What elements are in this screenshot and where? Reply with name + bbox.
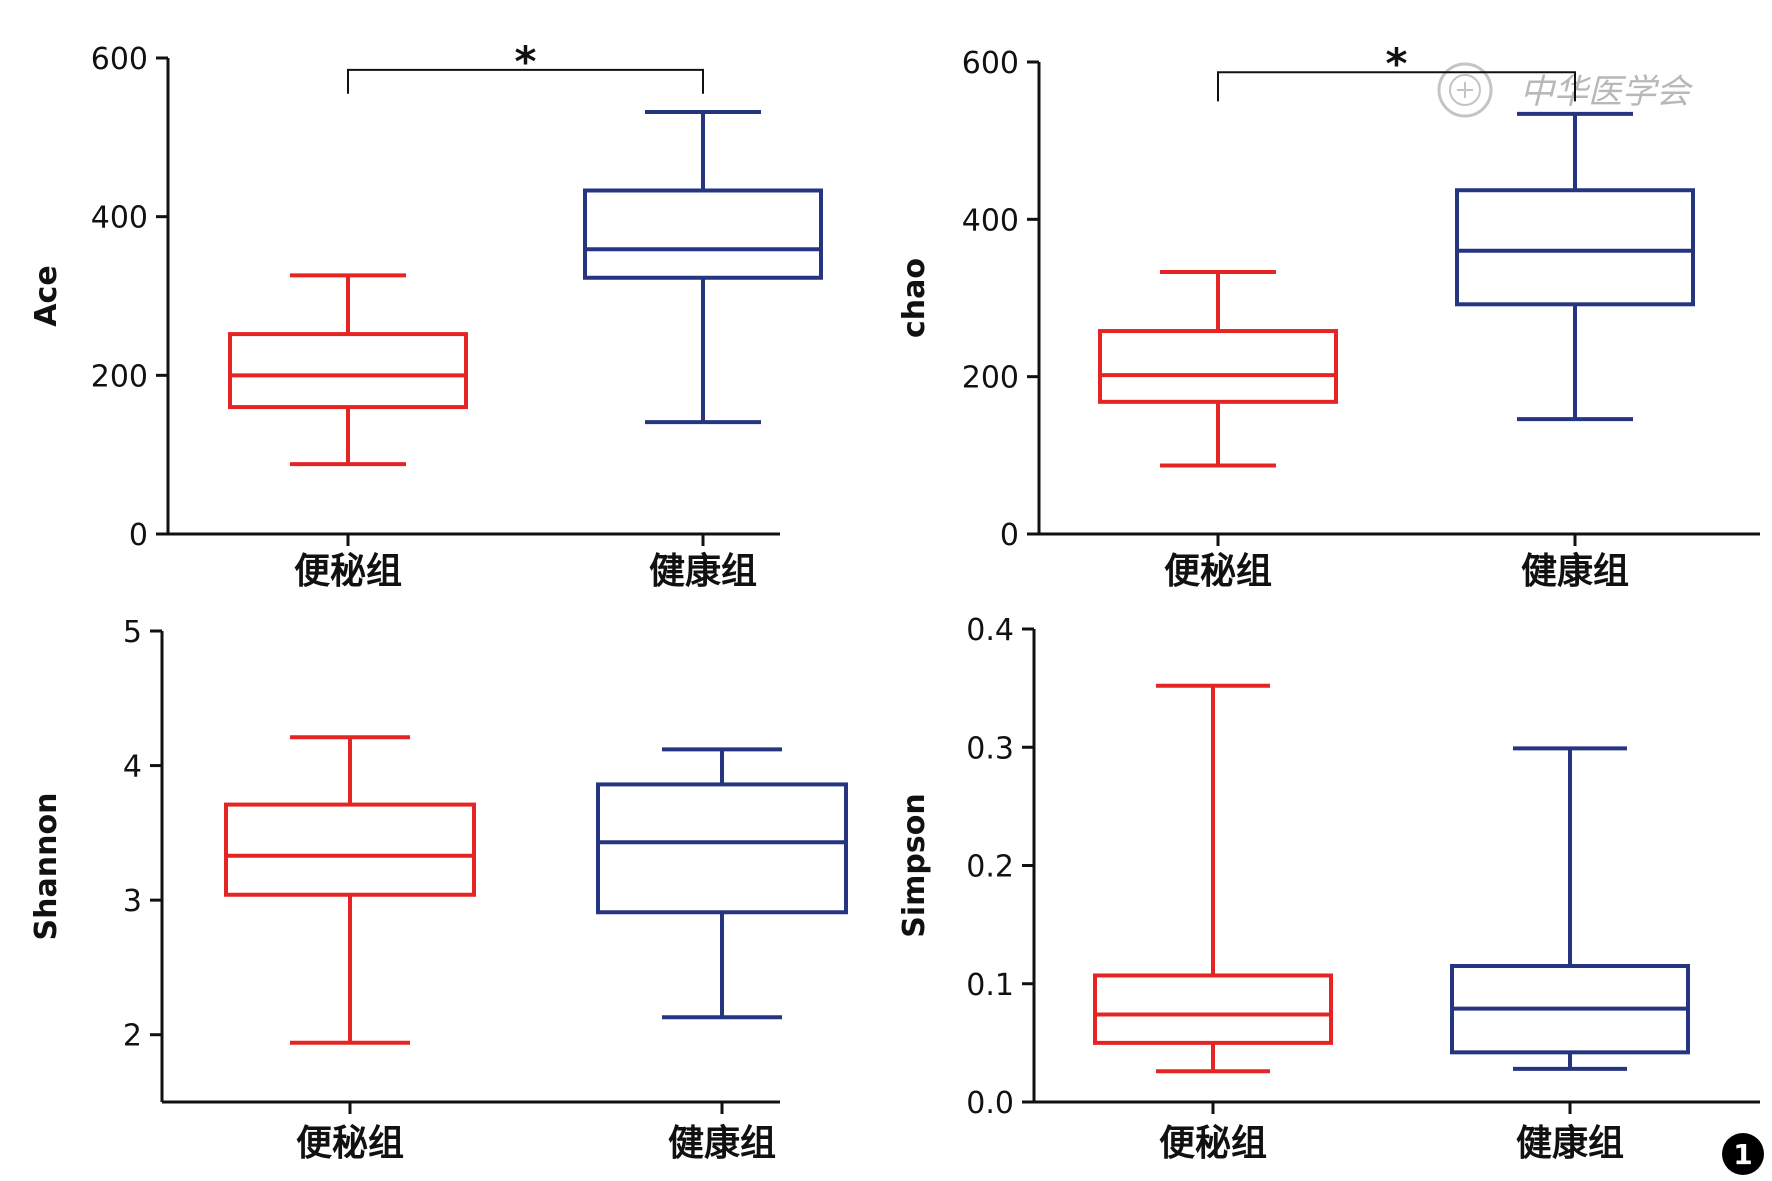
significance-label: * [515,37,537,86]
x-category-label: 健康组 [1516,1122,1624,1164]
y-tick-label: 400 [962,203,1019,238]
x-category-label: 健康组 [1521,550,1629,592]
box-healthy [583,109,823,425]
ace-boxplot-panel: 0 200 400 600 Ace 便秘组 健康组 * [29,37,823,592]
x-category-label: 便秘组 [1164,551,1272,592]
box-healthy [1450,746,1690,1071]
y-tick-label: 0.4 [966,613,1014,648]
y-axis-title: Shannon [29,793,64,941]
y-tick-label: 3 [123,884,142,919]
chao-boxplot-panel: 0 200 400 600 chao 便秘组 健康组 * [897,39,1760,592]
significance-bracket: * [1217,39,1576,102]
y-axis-title: chao [897,258,932,338]
iqr-box [228,332,468,410]
box-healthy [1455,111,1695,422]
watermark: 中华医学会 [1437,62,1694,118]
box-constipation [224,735,476,1045]
iqr-box [1093,973,1333,1045]
iqr-box [224,802,476,897]
box-healthy [596,747,848,1020]
y-tick-label: 0.1 [966,968,1014,1003]
simpson-boxplot-panel: 0.0 0.1 0.2 0.3 0.4 Simpson 便秘组 健康组 [897,613,1760,1164]
y-tick-label: 200 [962,361,1019,396]
iqr-box [1455,188,1695,307]
medical-seal-icon [1437,62,1493,118]
y-tick-label: 2 [123,1019,142,1054]
iqr-box [596,782,848,915]
iqr-box [583,188,823,280]
significance-label: * [1386,39,1408,88]
x-category-label: 便秘组 [294,551,402,592]
y-tick-label: 5 [123,615,142,650]
y-tick-label: 4 [123,750,142,785]
y-tick-label: 400 [91,201,148,236]
shannon-boxplot-panel: 2 3 4 5 Shannon 便秘组 健康组 [29,615,848,1164]
x-category-label: 便秘组 [296,1123,404,1164]
figure-number: 1 [1733,1138,1752,1171]
x-category-label: 健康组 [649,550,757,592]
y-tick-label: 0 [1000,518,1019,553]
bracket-line [1217,71,1576,102]
iqr-box [1098,329,1338,404]
y-tick-label: 0.3 [966,731,1014,766]
y-tick-label: 0.0 [966,1086,1014,1121]
y-tick-label: 200 [91,359,148,394]
x-category-label: 便秘组 [1159,1123,1267,1164]
y-tick-label: 600 [962,46,1019,81]
bracket-line [347,68,704,94]
box-constipation [228,273,468,467]
significance-bracket: * [347,37,704,94]
watermark-text: 中华医学会 [1520,72,1694,112]
box-constipation [1093,683,1333,1074]
box-constipation [1098,270,1338,468]
y-tick-label: 0.2 [966,850,1014,885]
y-tick-label: 0 [129,518,148,553]
y-axis-title: Simpson [897,793,932,937]
figure-number-badge: 1 [1722,1133,1764,1175]
y-axis-title: Ace [29,265,64,326]
x-category-label: 健康组 [668,1122,776,1164]
y-tick-label: 600 [91,42,148,77]
